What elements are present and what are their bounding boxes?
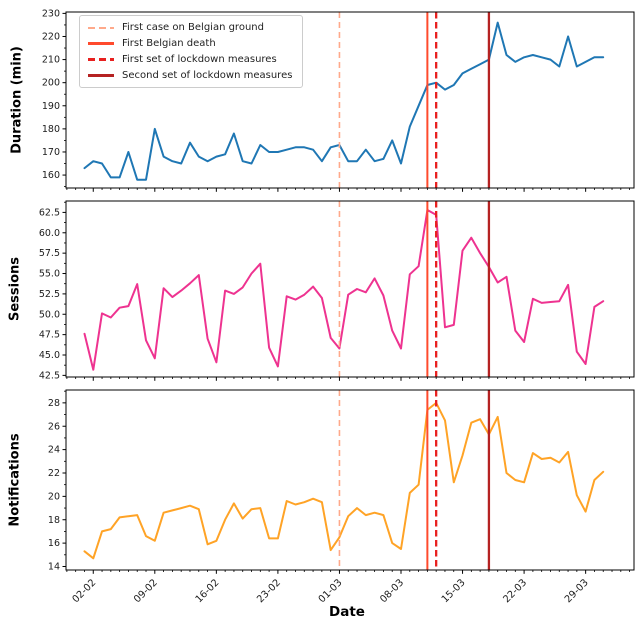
- y-tick-label: 28: [48, 398, 60, 409]
- panel-notifications: 14 16 18 20 22 24 26 28 02-02 09-02 16-02 23-02 01-0…: [48, 389, 635, 605]
- y-tick-label: 22: [48, 468, 60, 479]
- y-tick-label: 200: [42, 78, 60, 89]
- x-tick-label: 16-02: [194, 577, 222, 605]
- legend-label: Second set of lockdown measures: [122, 70, 293, 81]
- y-tick-label: 47.5: [39, 330, 60, 341]
- axes-spines: [65, 200, 635, 378]
- y-tick-label: 210: [42, 55, 60, 66]
- y-tick-label: 45.0: [39, 350, 60, 361]
- x-tick-label: 15-03: [440, 577, 468, 605]
- legend-label: First set of lockdown measures: [122, 54, 277, 65]
- y-tick-label: 26: [48, 421, 60, 432]
- y-axis-label-notifications: Notifications: [7, 433, 23, 527]
- y-tick-label: 55.0: [39, 269, 60, 280]
- y-tick-label: 18: [48, 515, 60, 526]
- y-tick-label: 180: [42, 124, 60, 135]
- sessions-line: [83, 209, 605, 371]
- legend-item-first-case: First case on Belgian ground: [88, 21, 292, 34]
- legend-label: First case on Belgian ground: [122, 22, 264, 33]
- y-tick-label: 50.0: [39, 309, 60, 320]
- y-axis-label-sessions: Sessions: [7, 256, 23, 322]
- y-tick-label: 170: [42, 147, 60, 158]
- x-axis-label: Date: [329, 604, 365, 620]
- legend: First case on Belgian ground First Belgia…: [79, 15, 304, 88]
- axes-spines: [65, 11, 635, 189]
- duration-line: [83, 21, 605, 181]
- x-tick-label: 29-03: [563, 577, 591, 605]
- x-tick-label: 09-02: [132, 577, 160, 605]
- legend-item-lockdown-1: First set of lockdown measures: [88, 53, 292, 66]
- x-tick-label: 08-03: [378, 577, 406, 605]
- x-tick-label: 01-03: [317, 577, 345, 605]
- axes-spines: [65, 389, 635, 571]
- y-tick-label: 160: [42, 170, 60, 181]
- legend-label: First Belgian death: [122, 38, 216, 49]
- y-axis-label-duration: Duration (min): [9, 46, 25, 154]
- y-tick-label: 190: [42, 101, 60, 112]
- legend-item-lockdown-2: Second set of lockdown measures: [88, 69, 292, 82]
- y-tick-label: 24: [48, 445, 60, 456]
- x-tick-label: 22-03: [501, 577, 529, 605]
- y-tick-label: 14: [48, 562, 60, 573]
- legend-item-first-death: First Belgian death: [88, 37, 292, 50]
- y-tick-label: 60.0: [39, 228, 60, 239]
- y-tick-label: 20: [48, 491, 60, 502]
- y-tick-label: 57.5: [39, 248, 60, 259]
- panel-sessions: 42.5 45.0 47.5 50.0 52.5 55.0 57.5 60.0 62.5: [39, 200, 635, 381]
- y-tick-label: 52.5: [39, 289, 60, 300]
- first-death-swatch-line: [88, 42, 114, 45]
- first-case-swatch-line: [88, 26, 114, 29]
- y-tick-label: 16: [48, 538, 60, 549]
- y-tick-label: 230: [42, 8, 60, 19]
- y-tick-label: 220: [42, 32, 60, 43]
- lockdown-2-swatch-line: [88, 74, 114, 77]
- x-tick-label: 23-02: [255, 577, 283, 605]
- y-tick-label: 42.5: [39, 370, 60, 381]
- notifications-line: [83, 401, 605, 560]
- x-tick-label: 02-02: [70, 577, 98, 605]
- y-tick-label: 62.5: [39, 207, 60, 218]
- lockdown-1-swatch-line: [88, 58, 114, 61]
- panel-duration: 160 170 180 190 200 210 220 230: [42, 8, 635, 192]
